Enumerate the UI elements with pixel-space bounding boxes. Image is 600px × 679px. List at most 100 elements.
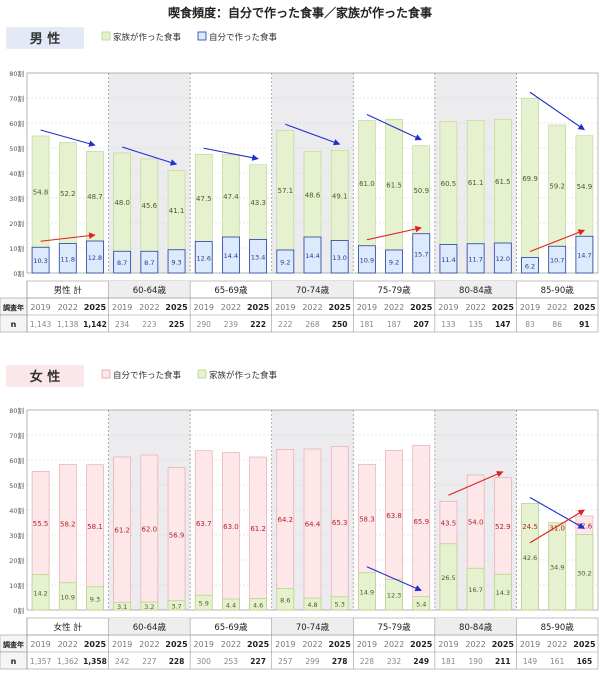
male-gender-box [6, 27, 84, 49]
female-n-cell: 242 [115, 657, 130, 666]
male-data-label-self: 12.6 [196, 254, 210, 262]
male-n-cell: 187 [387, 320, 402, 329]
male-group-label-0: 男性 計 [54, 285, 83, 296]
female-n-cell: 190 [468, 657, 483, 666]
male-group-label-6: 85-90歳 [541, 285, 575, 296]
female-data-label-self: 61.2 [114, 527, 130, 535]
female-table-group-cell-bg [271, 618, 354, 635]
male-data-label-home: 60.5 [441, 180, 457, 188]
male-ytick-6: 60割 [9, 119, 24, 128]
male-data-label-home: 59.2 [549, 183, 565, 191]
female-bar-home [86, 586, 104, 611]
male-bar-self [140, 250, 159, 274]
female-data-label-home: 5.9 [199, 600, 209, 608]
male-n-cell: 239 [224, 320, 239, 329]
female-ytick-8: 80割 [9, 406, 24, 415]
male-data-label-home: 48.7 [87, 193, 103, 201]
male-year-cell: 2022 [139, 303, 159, 312]
female-legend-swatch-self [101, 369, 111, 379]
female-data-label-self: 58.3 [359, 516, 375, 524]
male-ytick-2: 20割 [9, 219, 24, 228]
female-bar-self [330, 446, 349, 611]
male-ytick-8: 80割 [9, 69, 24, 78]
female-data-label-home: 30.2 [577, 569, 591, 577]
female-data-label-home: 5.4 [416, 600, 426, 608]
male-bar-self [31, 246, 50, 274]
female-bar-home [330, 596, 349, 611]
male-trend-arrow-down [285, 123, 341, 146]
female-bar-home [58, 582, 77, 611]
female-data-label-self: 61.2 [250, 525, 266, 533]
female-bar-home [167, 600, 186, 611]
female-data-label-home: 4.8 [307, 601, 317, 609]
female-bar-home [113, 601, 132, 611]
female-data-label-self: 65.3 [332, 519, 348, 527]
male-trend-arrow-up [40, 232, 96, 242]
female-data-label-home: 3.7 [171, 602, 181, 610]
male-n-cell: 1,138 [57, 320, 79, 329]
male-data-label-home: 61.5 [386, 182, 402, 190]
female-n-cell: 165 [577, 657, 593, 666]
male-table-group-cell-bg [434, 281, 517, 298]
male-data-label-home: 48.6 [305, 191, 321, 199]
female-bar-home [521, 503, 539, 611]
female-data-label-home: 16.7 [468, 586, 482, 594]
female-data-label-self: 52.9 [495, 523, 511, 531]
male-n-cell: 222 [278, 320, 293, 329]
female-row-label-n: n [11, 657, 17, 666]
male-n-cell: 181 [360, 320, 375, 329]
male-data-label-home: 49.1 [332, 192, 348, 200]
male-bar-self [167, 249, 186, 274]
female-group-label-5: 80-84歳 [459, 622, 493, 633]
male-bar-self [303, 236, 322, 274]
female-year-cell: 2025 [492, 640, 515, 649]
female-year-cell: 2025 [329, 640, 352, 649]
female-data-label-home: 14.2 [33, 589, 47, 597]
male-data-label-home: 47.4 [223, 193, 239, 201]
female-data-label-self: 58.2 [60, 521, 76, 529]
female-year-cell: 2022 [139, 640, 159, 649]
female-n-cell: 1,357 [30, 657, 52, 666]
male-year-cell: 2019 [275, 303, 295, 312]
female-data-label-home: 12.3 [387, 592, 401, 600]
female-bar-home [575, 534, 594, 611]
female-data-label-self: 54.0 [468, 519, 484, 527]
male-legend-label-self: 自分で作った食事 [209, 32, 278, 43]
female-trend-arrow-up [448, 471, 504, 496]
female-ytick-2: 20割 [9, 556, 24, 565]
male-bar-self [276, 249, 295, 274]
female-year-cell: 2022 [465, 640, 485, 649]
male-table-group-cell-bg [271, 281, 354, 298]
female-year-cell: 2019 [194, 640, 214, 649]
male-data-label-home: 54.8 [33, 189, 49, 197]
female-legend-label-self: 自分で作った食事 [113, 370, 182, 381]
female-bar-home [194, 594, 213, 611]
female-bar-home [303, 597, 322, 611]
male-bar-self [466, 243, 485, 274]
female-year-cell: 2022 [547, 640, 567, 649]
male-n-cell: 147 [495, 320, 511, 329]
female-bar-home [222, 598, 240, 611]
female-n-cell: 211 [495, 657, 511, 666]
male-data-label-self: 6.2 [525, 262, 535, 270]
female-bar-self [412, 444, 431, 611]
female-table-group-cell-bg [108, 618, 191, 635]
male-year-cell: 2025 [165, 303, 188, 312]
male-n-cell: 91 [579, 320, 589, 329]
male-data-label-self: 14.4 [224, 252, 238, 260]
male-n-cell: 1,143 [30, 320, 52, 329]
male-trend-arrow-down [366, 114, 422, 141]
female-data-label-home: 9.3 [90, 595, 100, 603]
male-data-label-self: 8.7 [117, 259, 127, 267]
female-bar-self [249, 456, 267, 611]
male-data-label-home: 43.3 [250, 199, 266, 207]
female-data-label-self: 62.0 [142, 526, 158, 534]
female-data-label-home: 14.9 [360, 588, 374, 596]
female-data-label-home: 10.9 [61, 593, 75, 601]
male-bar-self [330, 240, 349, 274]
female-data-label-self: 65.9 [413, 518, 429, 526]
male-trend-arrow-down [121, 146, 178, 166]
male-year-cell: 2022 [58, 303, 78, 312]
female-bar-home [412, 596, 431, 611]
female-data-label-home: 8.6 [280, 596, 290, 604]
